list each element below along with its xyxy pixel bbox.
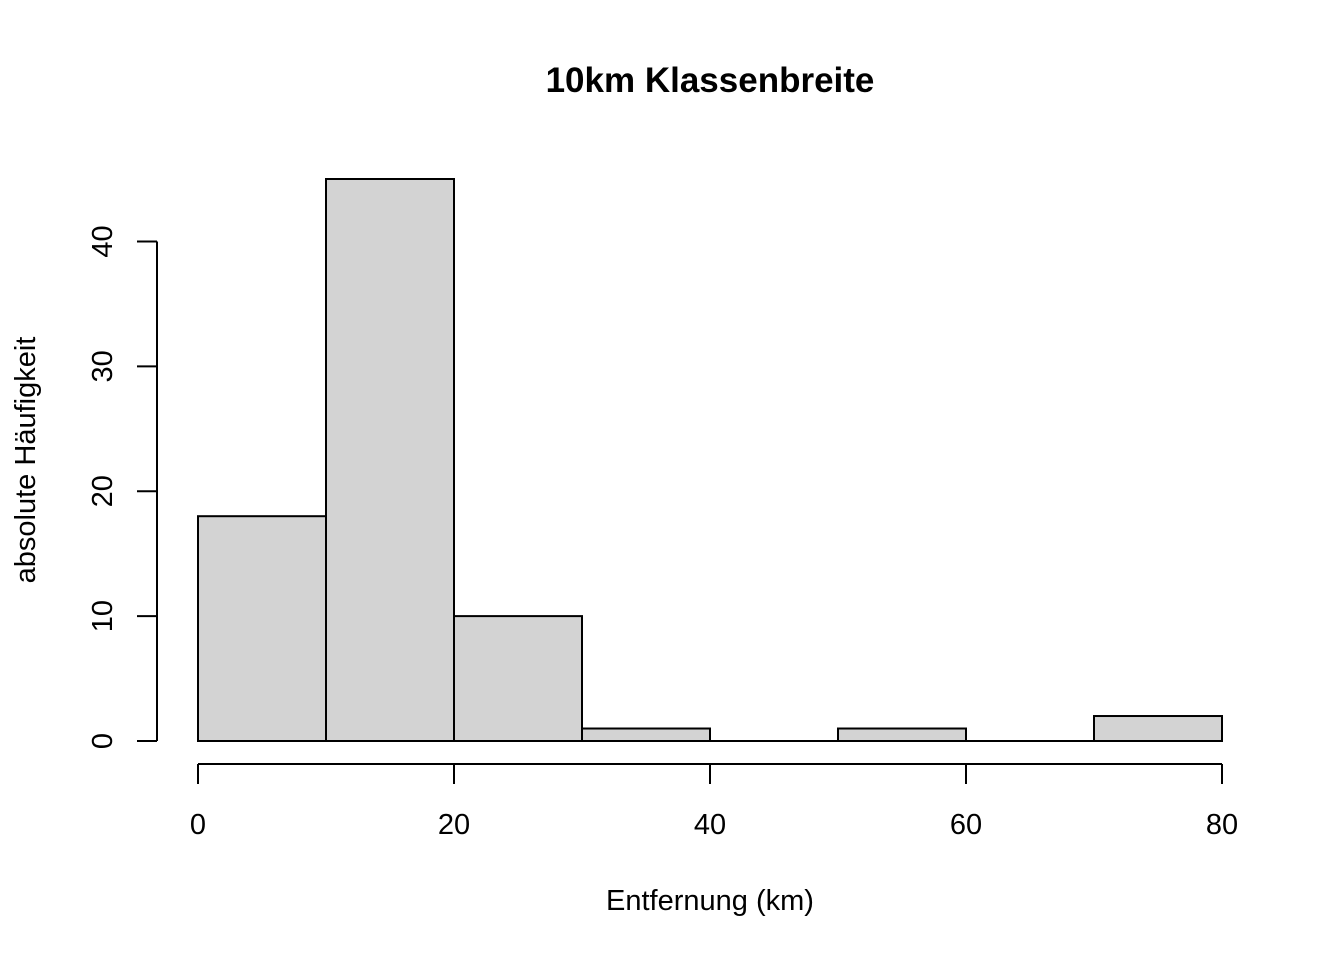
x-tick-label-20: 20 [438, 809, 470, 841]
histogram-bar-5 [837, 727, 967, 742]
y-tick-label-20: 20 [87, 475, 119, 507]
x-axis: 0 20 40 60 80 [190, 763, 1238, 841]
histogram-bar-2 [453, 615, 583, 742]
y-tick-label-10: 10 [87, 600, 119, 632]
histogram-bars [197, 178, 1223, 743]
histogram-bar-3 [581, 727, 711, 742]
y-tick-label-0: 0 [87, 733, 119, 749]
histogram-bar-0 [197, 515, 327, 743]
x-tick-label-40: 40 [694, 809, 726, 841]
histogram-bar-1 [325, 178, 455, 742]
x-axis-label: Entfernung (km) [606, 885, 814, 917]
y-tick-label-40: 40 [87, 225, 119, 257]
histogram-bar-7 [1093, 715, 1223, 742]
x-tick-label-80: 80 [1206, 809, 1238, 841]
y-tick-label-30: 30 [87, 350, 119, 382]
chart-title: 10km Klassenbreite [546, 61, 875, 100]
y-axis: 0 10 20 30 40 [87, 225, 158, 749]
x-tick-label-60: 60 [950, 809, 982, 841]
x-tick-label-0: 0 [190, 809, 206, 841]
y-axis-label: absolute Häufigkeit [10, 337, 42, 584]
